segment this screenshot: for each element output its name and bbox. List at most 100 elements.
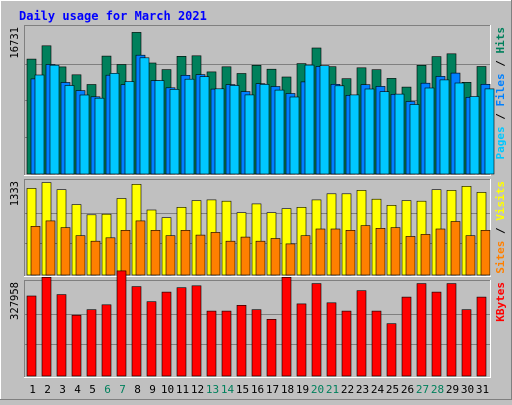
- legend-part: /: [494, 221, 507, 241]
- x-tick-label-day-14: 14: [221, 383, 235, 396]
- bar-sites-day-8: [135, 220, 146, 276]
- bar-kbytes-day-6: [101, 304, 112, 377]
- bar-sites-day-16: [255, 240, 266, 276]
- bar-kbytes-day-26: [401, 296, 412, 377]
- x-tick-label-day-10: 10: [161, 383, 174, 396]
- bar-sites-day-21: [330, 228, 341, 276]
- bar-pages-day-12: [199, 76, 210, 175]
- bar-pages-day-6: [109, 73, 120, 175]
- bar-pages-day-16: [259, 84, 270, 175]
- bar-pages-day-7: [124, 81, 135, 175]
- bar-kbytes-day-16: [251, 309, 262, 377]
- x-tick-label-day-18: 18: [281, 383, 294, 396]
- bar-kbytes-day-13: [206, 310, 217, 377]
- bar-pages-day-5: [94, 97, 105, 175]
- bar-sites-day-4: [75, 235, 86, 276]
- bar-sites-day-12: [195, 234, 206, 276]
- x-tick-label-day-8: 8: [134, 383, 141, 396]
- bar-sites-day-17: [270, 238, 281, 276]
- x-tick-label-day-25: 25: [386, 383, 399, 396]
- series-pages: [34, 57, 495, 175]
- bar-kbytes-day-19: [296, 303, 307, 377]
- bar-pages-day-4: [79, 94, 90, 175]
- x-tick-label-day-9: 9: [149, 383, 156, 396]
- x-tick-label-day-12: 12: [191, 383, 204, 396]
- bar-sites-day-3: [60, 227, 71, 276]
- axis-max-label: 327958: [9, 282, 21, 320]
- bar-sites-day-28: [435, 228, 446, 276]
- panel-legend-label: Sites / Visits: [494, 181, 507, 274]
- bar-kbytes-day-24: [371, 310, 382, 377]
- bar-kbytes-day-14: [221, 310, 232, 377]
- bar-pages-day-20: [319, 65, 330, 175]
- x-tick-label-day-28: 28: [431, 383, 444, 396]
- legend-part: Files: [494, 73, 507, 106]
- bar-sites-day-27: [420, 234, 431, 276]
- bar-pages-day-8: [139, 57, 150, 175]
- bar-kbytes-day-25: [386, 323, 397, 377]
- bar-pages-day-25: [394, 93, 405, 175]
- bar-sites-day-25: [390, 227, 401, 276]
- hits-panel: 16731 Pages / Files / Hits: [9, 25, 507, 176]
- chart-panels: 16731 Pages / Files / Hits 1333 Sites / Vis…: [9, 25, 507, 378]
- legend-part: Hits: [494, 27, 507, 54]
- x-tick-label-day-2: 2: [44, 383, 51, 396]
- series-sites: [30, 220, 491, 276]
- x-tick-label-day-20: 20: [311, 383, 324, 396]
- kbytes-panel: 327958 KBytes: [9, 270, 507, 378]
- x-tick-label-day-13: 13: [206, 383, 219, 396]
- legend-part: Visits: [494, 181, 507, 221]
- x-tick-label-day-5: 5: [89, 383, 96, 396]
- bar-kbytes-day-1: [26, 295, 37, 377]
- bar-pages-day-19: [304, 64, 315, 175]
- bar-sites-day-14: [225, 240, 236, 276]
- bar-kbytes-day-4: [71, 314, 82, 377]
- bar-sites-day-30: [465, 235, 476, 276]
- bar-kbytes-day-27: [416, 283, 427, 377]
- bar-pages-day-18: [289, 96, 300, 175]
- legend-part: /: [494, 107, 507, 127]
- x-tick-label-day-19: 19: [296, 383, 309, 396]
- axis-max-label: 16731: [9, 27, 21, 59]
- bar-pages-day-14: [229, 85, 240, 175]
- bar-kbytes-day-18: [281, 276, 292, 377]
- bar-kbytes-day-21: [326, 302, 337, 377]
- bar-pages-day-9: [154, 80, 165, 175]
- bar-pages-day-31: [484, 88, 495, 175]
- bar-pages-day-22: [349, 94, 360, 175]
- bar-sites-day-15: [240, 236, 251, 276]
- bar-sites-day-9: [150, 230, 161, 276]
- bar-kbytes-day-29: [446, 283, 457, 377]
- bar-sites-day-19: [300, 235, 311, 276]
- axis-max-label: 1333: [9, 181, 21, 206]
- x-tick-label-day-1: 1: [29, 383, 36, 396]
- bar-kbytes-day-11: [176, 287, 187, 377]
- series-kbytes: [26, 270, 487, 377]
- bar-sites-day-7: [120, 230, 131, 276]
- bar-sites-day-23: [360, 225, 371, 276]
- x-tick-label-day-3: 3: [59, 383, 66, 396]
- bar-pages-day-23: [364, 88, 375, 175]
- bar-pages-day-1: [34, 74, 45, 175]
- bar-sites-day-10: [165, 235, 176, 276]
- bar-pages-day-10: [169, 89, 180, 175]
- bar-sites-day-31: [480, 230, 491, 276]
- x-tick-label-day-11: 11: [176, 383, 189, 396]
- bar-kbytes-day-17: [266, 318, 277, 377]
- bar-pages-day-30: [469, 96, 480, 175]
- x-tick-label-day-26: 26: [401, 383, 414, 396]
- x-tick-label-day-24: 24: [371, 383, 385, 396]
- legend-part: Sites: [494, 241, 507, 274]
- x-tick-label-day-21: 21: [326, 383, 339, 396]
- bar-kbytes-day-9: [146, 301, 157, 377]
- bar-sites-day-5: [90, 240, 101, 276]
- x-tick-label-day-15: 15: [236, 383, 249, 396]
- legend-part: KBytes: [494, 282, 507, 322]
- x-tick-label-day-6: 6: [104, 383, 111, 396]
- bar-pages-day-11: [184, 78, 195, 175]
- bar-kbytes-day-10: [161, 291, 172, 377]
- bar-sites-day-26: [405, 236, 416, 276]
- bar-kbytes-day-28: [431, 291, 442, 377]
- visits-panel: 1333 Sites / Visits: [9, 179, 507, 277]
